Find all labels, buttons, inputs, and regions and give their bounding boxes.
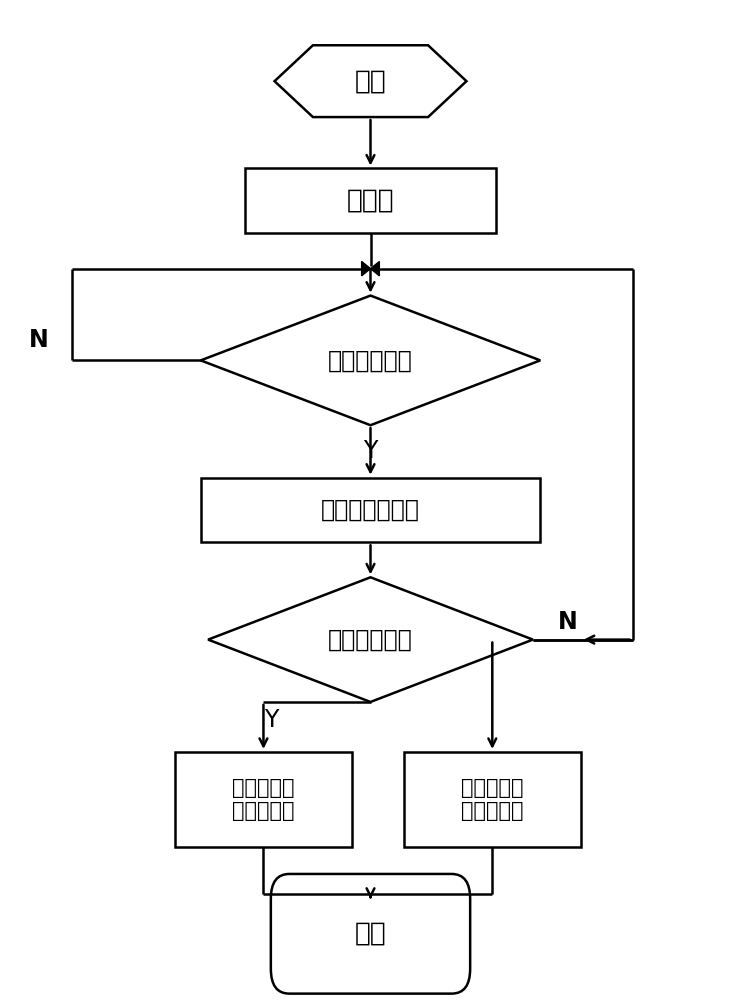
Bar [201, 478, 540, 542]
Bar [404, 752, 581, 847]
Text: Y: Y [363, 439, 378, 463]
Text: 结束: 结束 [355, 921, 386, 947]
Bar [175, 752, 352, 847]
Polygon shape [274, 45, 467, 117]
Bar [245, 168, 496, 233]
Text: 触发脉冲向
后移一步长: 触发脉冲向 后移一步长 [461, 778, 524, 821]
Text: 触发脉冲向
前移一步长: 触发脉冲向 前移一步长 [232, 778, 295, 821]
Text: N: N [28, 328, 48, 352]
Polygon shape [208, 577, 533, 702]
Text: 初始化: 初始化 [347, 188, 394, 214]
FancyBboxPatch shape [271, 874, 470, 994]
Text: 偏差大于零？: 偏差大于零？ [328, 628, 413, 652]
Polygon shape [370, 261, 379, 276]
Text: 读偏差正负信号: 读偏差正负信号 [321, 498, 420, 522]
Text: N: N [558, 610, 578, 634]
Polygon shape [362, 261, 370, 276]
Polygon shape [201, 296, 540, 425]
Text: 有过零信号？: 有过零信号？ [328, 348, 413, 372]
Text: Y: Y [264, 708, 278, 732]
Text: 开始: 开始 [355, 68, 386, 94]
